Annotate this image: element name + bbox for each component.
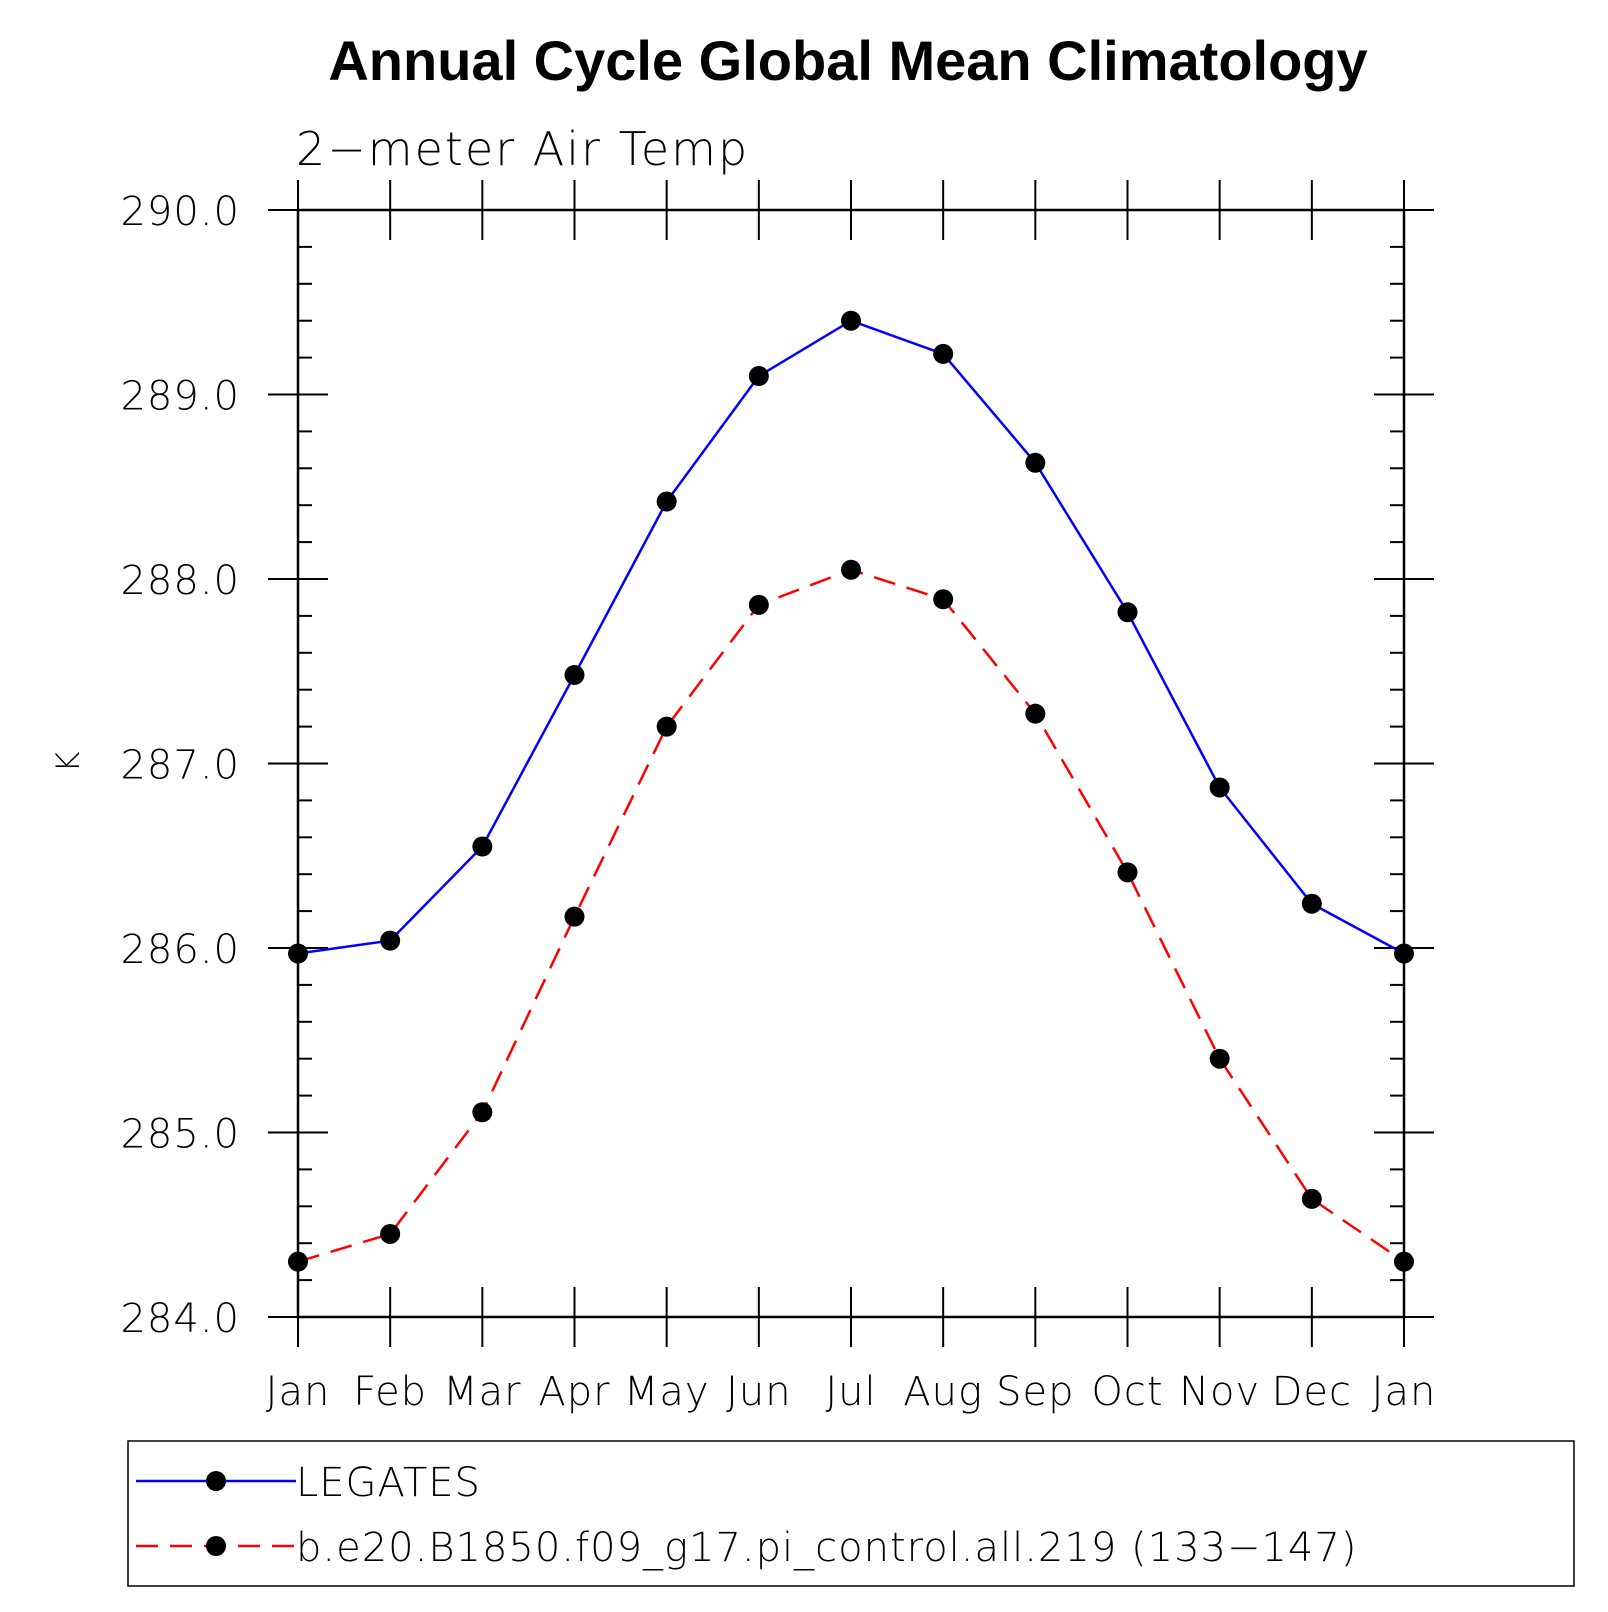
x-tick-label: Feb	[353, 1369, 427, 1415]
x-tick-label: Oct	[1091, 1369, 1163, 1415]
data-point-series-1	[1394, 1251, 1414, 1272]
chart-subtitle: 2−meter Air Temp	[296, 122, 749, 176]
series-line-0	[297, 319, 1405, 955]
data-point-series-1	[288, 1251, 308, 1272]
x-tick-label: Jan	[266, 1369, 331, 1415]
x-tick-label: Jun	[726, 1369, 792, 1415]
y-tick-label: 289.0	[120, 374, 240, 420]
legend-label-1: b.e20.B1850.f09_g17.pi_control.all.219 (…	[296, 1525, 1357, 1571]
y-tick-label: 290.0	[120, 189, 240, 235]
data-point-series-0	[1301, 893, 1322, 914]
data-point-series-0	[1117, 602, 1138, 623]
data-point-series-0	[1394, 943, 1414, 964]
legend-marker-0	[206, 1471, 226, 1491]
data-point-series-1	[564, 906, 585, 927]
legend-marker-1	[206, 1536, 226, 1556]
data-point-series-1	[933, 589, 954, 610]
x-tick-label: Sep	[996, 1369, 1074, 1415]
y-tick-label: 287.0	[120, 743, 240, 789]
data-point-series-1	[1117, 862, 1138, 883]
x-tick-label: Nov	[1179, 1369, 1260, 1415]
data-point-series-1	[656, 716, 677, 737]
data-point-series-0	[380, 930, 401, 951]
x-tick-label: May	[624, 1369, 710, 1415]
plot-frame	[296, 208, 1406, 1319]
data-point-series-1	[1209, 1048, 1230, 1069]
data-point-series-0	[841, 310, 861, 331]
data-point-series-1	[380, 1223, 401, 1244]
y-tick-label: 284.0	[120, 1296, 240, 1342]
data-point-series-1	[1025, 703, 1046, 724]
legend-label-0: LEGATES	[296, 1460, 481, 1506]
data-point-series-1	[472, 1102, 493, 1123]
x-tick-label: Dec	[1272, 1369, 1352, 1415]
chart-title: Annual Cycle Global Mean Climatology	[328, 29, 1367, 92]
y-tick-label: 285.0	[120, 1112, 240, 1158]
data-point-series-1	[841, 559, 861, 580]
x-tick-label: Mar	[443, 1369, 521, 1415]
data-point-series-0	[288, 943, 308, 964]
data-point-series-0	[564, 664, 585, 685]
data-point-series-1	[1301, 1188, 1322, 1209]
x-tick-label: Jul	[825, 1369, 876, 1415]
series-line-1	[297, 568, 1405, 1263]
data-point-series-0	[933, 343, 954, 364]
plot-area: 284.0 285.0 286.0 287.0 288.0 289.0 290.0 Jan Fe…	[120, 180, 1437, 1415]
x-tick-label: Aug	[903, 1369, 983, 1415]
data-point-series-0	[748, 366, 769, 387]
x-tick-label: Apr	[538, 1369, 610, 1415]
legend-box	[127, 1440, 1575, 1587]
legend: LEGATES b.e20.B1850.f09_g17.pi_control.al…	[127, 1440, 1575, 1587]
y-tick-label: 286.0	[120, 927, 240, 973]
data-point-series-0	[1025, 452, 1046, 473]
data-point-series-1	[748, 594, 769, 615]
x-tick-label: Jan	[1372, 1369, 1437, 1415]
y-axis-label: K	[49, 751, 87, 772]
data-point-series-0	[656, 491, 677, 512]
data-point-series-0	[472, 836, 493, 857]
y-tick-label: 288.0	[120, 558, 240, 604]
data-point-series-0	[1209, 777, 1230, 798]
